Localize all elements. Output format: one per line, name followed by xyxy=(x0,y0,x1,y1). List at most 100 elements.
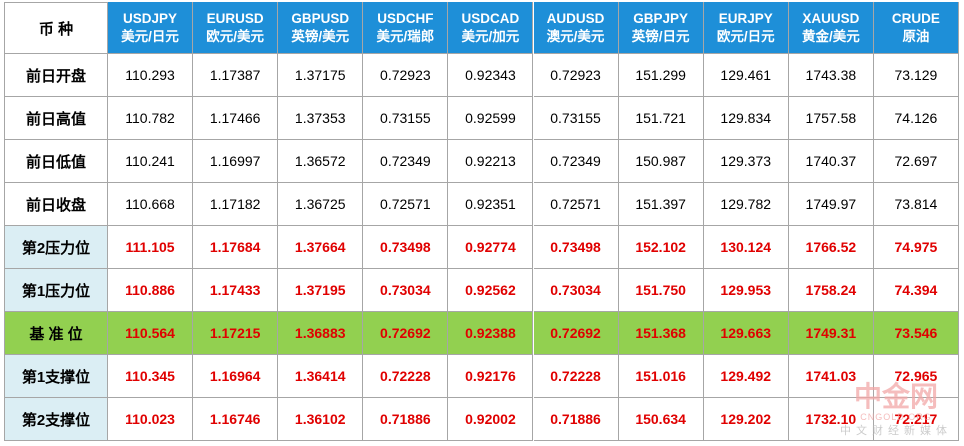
column-code: GBPUSD xyxy=(291,10,350,26)
value-cell: 0.92002 xyxy=(448,398,534,441)
column-code: GBPJPY xyxy=(633,10,689,26)
value-cell: 1.17182 xyxy=(193,183,279,226)
value-cell: 151.299 xyxy=(618,54,704,97)
value-cell: 73.546 xyxy=(873,312,959,355)
row-label: 第1支撑位 xyxy=(4,355,108,398)
column-name: 澳元/美元 xyxy=(546,28,605,44)
value-cell: 0.73034 xyxy=(533,269,619,312)
value-cell: 74.394 xyxy=(873,269,959,312)
value-cell: 73.129 xyxy=(873,54,959,97)
value-cell: 1.37353 xyxy=(278,97,364,140)
value-cell: 1.16964 xyxy=(193,355,279,398)
value-cell: 1757.58 xyxy=(788,97,874,140)
value-cell: 129.492 xyxy=(703,355,789,398)
value-cell: 1758.24 xyxy=(788,269,874,312)
value-cell: 129.953 xyxy=(703,269,789,312)
value-cell: 151.721 xyxy=(618,97,704,140)
watermark: 中金网 CNGOLD.ORG 中文财经新媒体 xyxy=(840,382,952,438)
value-cell: 0.72228 xyxy=(533,355,619,398)
value-cell: 129.782 xyxy=(703,183,789,226)
value-cell: 1741.03 xyxy=(788,355,874,398)
value-cell: 1.17433 xyxy=(193,269,279,312)
column-header: EURUSD 欧元/美元 xyxy=(193,2,279,54)
column-header: EURJPY 欧元/日元 xyxy=(703,2,789,54)
row-label: 前日高值 xyxy=(4,97,108,140)
value-cell: 0.71886 xyxy=(363,398,449,441)
value-cell: 1749.31 xyxy=(788,312,874,355)
value-cell: 0.92562 xyxy=(448,269,534,312)
value-cell: 1.37664 xyxy=(278,226,364,269)
column-name: 美元/瑞郎 xyxy=(376,28,435,44)
value-cell: 74.975 xyxy=(873,226,959,269)
value-cell: 151.397 xyxy=(618,183,704,226)
row-label: 前日低值 xyxy=(4,140,108,183)
value-cell: 129.202 xyxy=(703,398,789,441)
value-cell: 0.72923 xyxy=(533,54,619,97)
row-label: 第2支撑位 xyxy=(4,398,108,441)
value-cell: 1.16997 xyxy=(193,140,279,183)
value-cell: 1749.97 xyxy=(788,183,874,226)
value-cell: 110.668 xyxy=(108,183,194,226)
column-code: EURJPY xyxy=(718,10,773,26)
value-cell: 151.750 xyxy=(618,269,704,312)
column-header: CRUDE 原油 xyxy=(873,2,959,54)
value-cell: 1740.37 xyxy=(788,140,874,183)
row-label: 基 准 位 xyxy=(4,312,108,355)
column-header: XAUUSD 黄金/美元 xyxy=(788,2,874,54)
value-cell: 110.564 xyxy=(108,312,194,355)
value-cell: 1766.52 xyxy=(788,226,874,269)
row-label: 前日开盘 xyxy=(4,54,108,97)
value-cell: 0.72228 xyxy=(363,355,449,398)
watermark-slogan: 中文财经新媒体 xyxy=(840,425,952,437)
value-cell: 129.663 xyxy=(703,312,789,355)
value-cell: 1.36414 xyxy=(278,355,364,398)
corner-cell: 币 种 xyxy=(4,2,108,54)
value-cell: 0.71886 xyxy=(533,398,619,441)
value-cell: 0.92388 xyxy=(448,312,534,355)
column-header: USDCHF 美元/瑞郎 xyxy=(363,2,449,54)
value-cell: 73.814 xyxy=(873,183,959,226)
watermark-logo: 中金网 xyxy=(853,381,938,412)
value-cell: 1.37175 xyxy=(278,54,364,97)
value-cell: 129.373 xyxy=(703,140,789,183)
value-cell: 0.92599 xyxy=(448,97,534,140)
column-code: USDCHF xyxy=(377,10,434,26)
value-cell: 151.016 xyxy=(618,355,704,398)
row-label: 第1压力位 xyxy=(4,269,108,312)
value-cell: 1.37195 xyxy=(278,269,364,312)
column-name: 欧元/美元 xyxy=(206,28,265,44)
value-cell: 110.241 xyxy=(108,140,194,183)
column-header: GBPUSD 英镑/美元 xyxy=(278,2,364,54)
value-cell: 129.461 xyxy=(703,54,789,97)
column-name: 黄金/美元 xyxy=(801,28,860,44)
value-cell: 0.92351 xyxy=(448,183,534,226)
value-cell: 0.72349 xyxy=(363,140,449,183)
value-cell: 0.72923 xyxy=(363,54,449,97)
value-cell: 152.102 xyxy=(618,226,704,269)
value-cell: 1.16746 xyxy=(193,398,279,441)
value-cell: 0.92176 xyxy=(448,355,534,398)
value-cell: 110.293 xyxy=(108,54,194,97)
column-name: 英镑/美元 xyxy=(291,28,350,44)
column-code: CRUDE xyxy=(891,10,940,26)
column-code: EURUSD xyxy=(206,10,264,26)
quote-table: 币 种 USDJPY 美元/日元 EURUSD 欧元/美元 GBPUSD 英镑/美元 USDC… xyxy=(4,2,959,442)
value-cell: 150.987 xyxy=(618,140,704,183)
value-cell: 1.17684 xyxy=(193,226,279,269)
value-cell: 1.36883 xyxy=(278,312,364,355)
value-cell: 111.105 xyxy=(108,226,194,269)
value-cell: 1.36572 xyxy=(278,140,364,183)
row-label: 前日收盘 xyxy=(4,183,108,226)
row-label: 第2压力位 xyxy=(4,226,108,269)
value-cell: 0.72349 xyxy=(533,140,619,183)
value-cell: 1743.38 xyxy=(788,54,874,97)
value-cell: 1732.10 xyxy=(788,398,874,441)
column-name: 美元/日元 xyxy=(121,28,179,44)
value-cell: 1.17466 xyxy=(193,97,279,140)
value-cell: 151.368 xyxy=(618,312,704,355)
column-header: USDCAD 美元/加元 xyxy=(448,2,534,54)
value-cell: 110.886 xyxy=(108,269,194,312)
value-cell: 110.345 xyxy=(108,355,194,398)
value-cell: 1.36725 xyxy=(278,183,364,226)
